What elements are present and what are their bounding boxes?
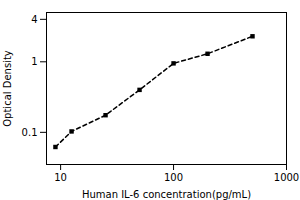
svg-text:Human IL-6 concentration(pg/mL: Human IL-6 concentration(pg/mL) xyxy=(82,189,251,200)
svg-text:4: 4 xyxy=(31,14,37,25)
svg-text:Optical Density: Optical Density xyxy=(2,50,13,127)
svg-text:1000: 1000 xyxy=(274,172,299,183)
svg-text:10: 10 xyxy=(54,172,67,183)
svg-text:1: 1 xyxy=(31,56,37,67)
svg-text:100: 100 xyxy=(164,172,183,183)
svg-text:0.1: 0.1 xyxy=(22,127,38,138)
